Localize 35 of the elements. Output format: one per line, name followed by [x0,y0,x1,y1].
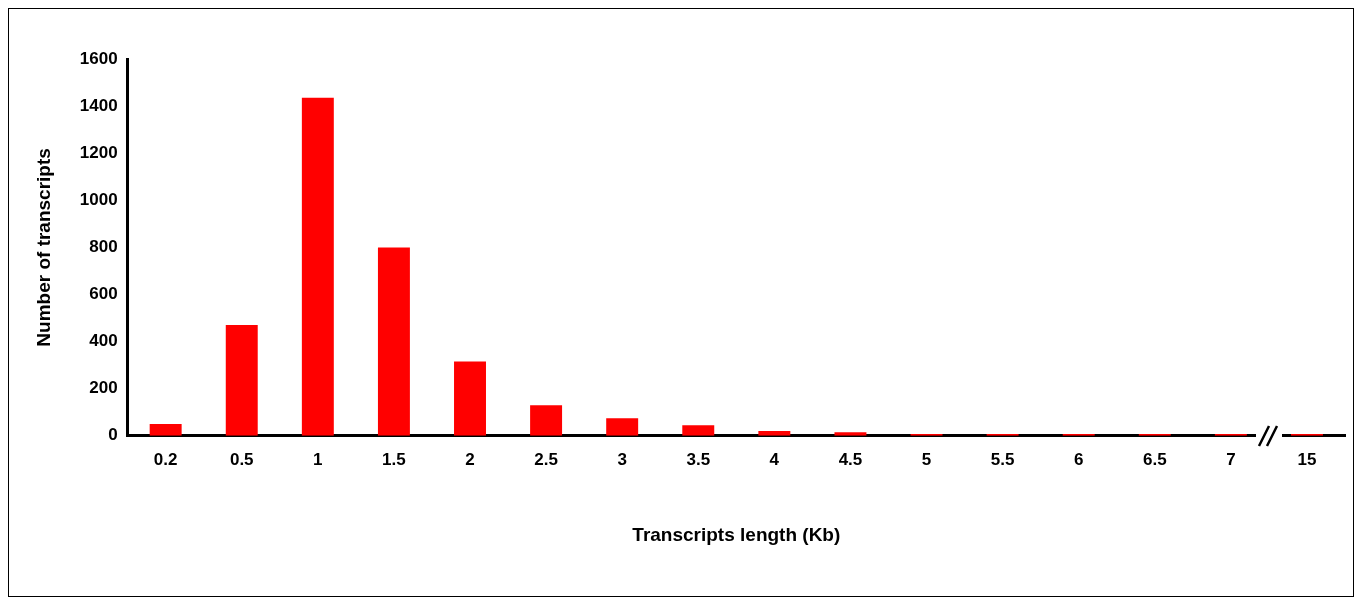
y-tick-label: 200 [89,378,118,398]
y-tick-label: 1000 [79,189,118,209]
x-tick-label: 6.5 [1142,449,1167,469]
x-tick-label: 1.5 [382,449,406,469]
x-tick-label: 2 [465,449,475,469]
y-tick-label: 400 [89,331,118,351]
x-tick-label: 0.5 [229,449,254,469]
y-tick-label: 1400 [79,95,118,115]
bar [682,425,715,436]
x-tick-label: 7 [1226,449,1236,469]
y-tick-label: 0 [108,425,118,445]
bar [149,424,182,436]
x-tick-label: 5.5 [990,449,1015,469]
y-tick-label: 1600 [79,48,118,68]
x-tick-label: 15 [1297,449,1317,469]
y-tick-label: 800 [89,237,118,257]
x-tick-label: 1 [313,449,323,469]
bar [606,418,639,436]
x-tick-label: 3.5 [686,449,711,469]
bar [530,405,563,436]
y-tick-label: 1200 [79,142,118,162]
x-tick-label: 3 [617,449,627,469]
x-tick-label: 4.5 [838,449,863,469]
bar [377,247,410,436]
bar [301,97,334,436]
x-tick-label: 6 [1073,449,1084,469]
x-tick-label: 4 [769,449,780,469]
x-tick-label: 0.2 [153,449,178,469]
y-axis-title: Number of transcripts [32,148,54,347]
x-axis-title: Transcripts length (Kb) [632,523,841,545]
bar [225,325,258,436]
x-tick-label: 2.5 [534,449,558,469]
bar [454,361,486,436]
y-tick-label: 600 [89,284,118,304]
x-tick-label: 5 [921,449,932,469]
